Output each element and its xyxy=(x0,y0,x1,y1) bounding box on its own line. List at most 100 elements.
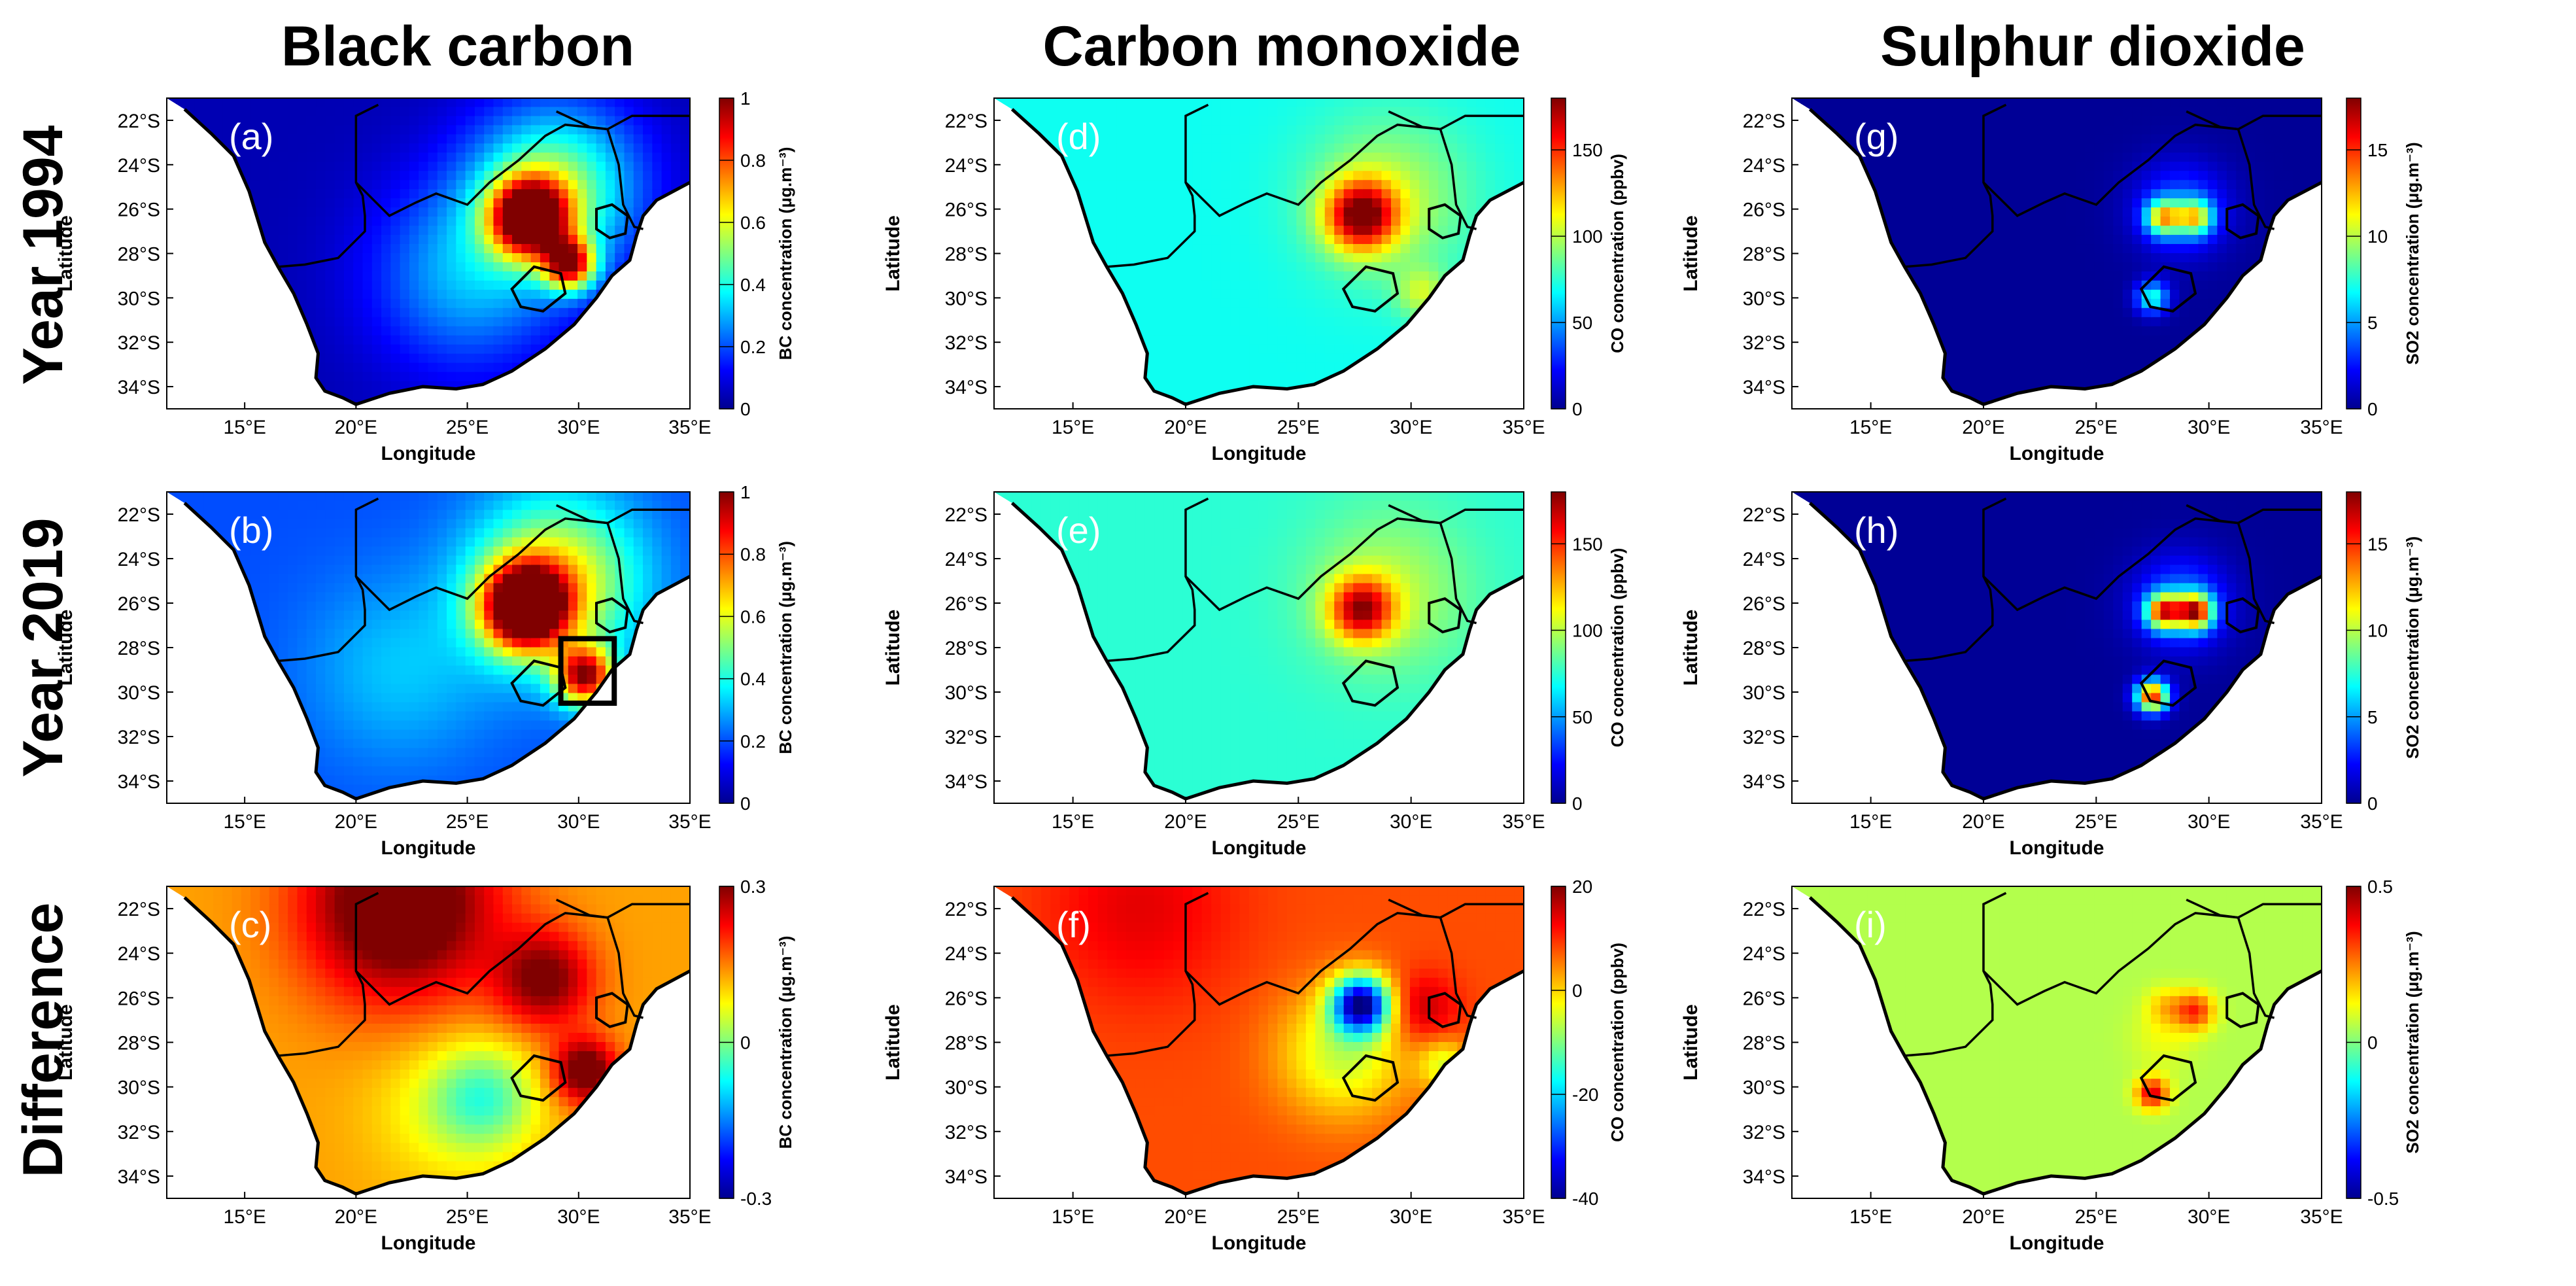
heatmap-cell xyxy=(502,711,513,721)
heatmap-cell xyxy=(381,1143,392,1153)
heatmap-cell xyxy=(633,317,644,327)
heatmap-cell xyxy=(343,729,354,740)
heatmap-cell xyxy=(400,574,410,584)
heatmap-cell xyxy=(241,693,252,703)
heatmap-cell xyxy=(278,684,289,694)
heatmap-cell xyxy=(493,546,504,557)
heatmap-cell xyxy=(325,546,335,557)
heatmap-cell xyxy=(203,702,214,712)
heatmap-cell xyxy=(447,1014,457,1024)
heatmap-cell xyxy=(203,1170,214,1181)
heatmap-cell xyxy=(577,784,588,795)
heatmap-cell xyxy=(260,143,270,154)
heatmap-cell xyxy=(652,107,662,117)
heatmap-cell xyxy=(316,1124,326,1135)
heatmap-cell xyxy=(456,913,466,924)
heatmap-cell xyxy=(241,1051,252,1062)
heatmap-cell xyxy=(568,107,579,117)
heatmap-cell xyxy=(447,711,457,721)
heatmap-cell xyxy=(605,116,616,126)
heatmap-cell xyxy=(278,574,289,584)
heatmap-cell xyxy=(241,1005,252,1015)
heatmap-cell xyxy=(185,390,196,400)
heatmap-cell xyxy=(362,280,373,290)
heatmap-cell xyxy=(306,1005,317,1015)
heatmap-cell xyxy=(577,546,588,557)
colorbar-tick-label: 0.6 xyxy=(740,213,766,233)
heatmap-cell xyxy=(260,1060,270,1071)
heatmap-cell xyxy=(390,748,401,758)
heatmap-cell xyxy=(213,1143,224,1153)
heatmap-cell xyxy=(615,381,625,391)
heatmap-cell xyxy=(288,583,298,593)
heatmap-cell xyxy=(167,555,177,566)
heatmap-cell xyxy=(371,1051,383,1062)
heatmap-cell xyxy=(194,189,205,200)
heatmap-cell xyxy=(316,1189,326,1194)
heatmap-cell xyxy=(680,739,690,749)
heatmap-cell xyxy=(456,226,466,236)
heatmap-cell xyxy=(530,693,541,703)
heatmap-cell xyxy=(185,729,196,740)
heatmap-cell xyxy=(484,720,494,731)
heatmap-cell xyxy=(213,546,224,557)
heatmap-cell xyxy=(306,171,317,181)
heatmap-cell xyxy=(278,171,289,181)
heatmap-cell xyxy=(577,720,588,731)
heatmap-cell xyxy=(306,180,317,190)
heatmap-cell xyxy=(334,757,345,767)
heatmap-cell xyxy=(167,537,177,547)
heatmap-cell xyxy=(558,180,569,190)
heatmap-cell xyxy=(269,592,279,602)
heatmap-cell xyxy=(643,610,653,621)
heatmap-cell xyxy=(185,977,196,988)
heatmap-cell xyxy=(437,492,448,502)
heatmap-cell xyxy=(428,198,438,209)
heatmap-cell xyxy=(577,298,588,309)
heatmap-cell xyxy=(194,390,205,400)
heatmap-cell xyxy=(493,143,504,154)
heatmap-cell xyxy=(203,381,214,391)
heatmap-cell xyxy=(381,1023,392,1034)
heatmap-cell xyxy=(362,757,373,767)
heatmap-cell xyxy=(288,362,298,373)
heatmap-cell xyxy=(680,610,690,621)
heatmap-cell xyxy=(661,244,672,254)
heatmap-cell xyxy=(213,280,224,290)
heatmap-cell xyxy=(447,941,457,951)
heatmap-cell xyxy=(633,757,644,767)
heatmap-cell xyxy=(633,289,644,300)
heatmap-cell xyxy=(325,1134,335,1144)
heatmap-cell xyxy=(456,262,466,272)
heatmap-cell xyxy=(232,1014,242,1024)
heatmap-cell xyxy=(549,656,560,667)
heatmap-cell xyxy=(558,546,569,557)
heatmap-cell xyxy=(530,125,541,135)
heatmap-cell xyxy=(484,207,494,218)
heatmap-cell xyxy=(316,1023,326,1034)
heatmap-cell xyxy=(232,235,242,245)
heatmap-cell xyxy=(643,226,653,236)
heatmap-cell xyxy=(353,904,364,914)
heatmap-cell xyxy=(409,748,420,758)
heatmap-cell xyxy=(362,1179,373,1190)
heatmap-cell xyxy=(353,98,364,108)
heatmap-cell xyxy=(269,244,279,254)
heatmap-cell xyxy=(250,950,261,960)
heatmap-cell xyxy=(568,235,579,245)
heatmap-cell xyxy=(419,226,429,236)
heatmap-cell xyxy=(493,757,504,767)
heatmap-cell xyxy=(400,702,410,712)
heatmap-cell xyxy=(381,674,392,685)
heatmap-cell xyxy=(670,171,681,181)
heatmap-cell xyxy=(325,895,335,905)
heatmap-cell xyxy=(203,959,214,969)
heatmap-cell xyxy=(306,390,317,400)
heatmap-cell xyxy=(568,555,579,566)
heatmap-cell xyxy=(278,326,289,336)
heatmap-cell xyxy=(222,1097,233,1107)
heatmap-cell xyxy=(213,601,224,612)
heatmap-cell xyxy=(577,492,588,502)
heatmap-cell xyxy=(175,684,186,694)
heatmap-cell xyxy=(587,244,597,254)
